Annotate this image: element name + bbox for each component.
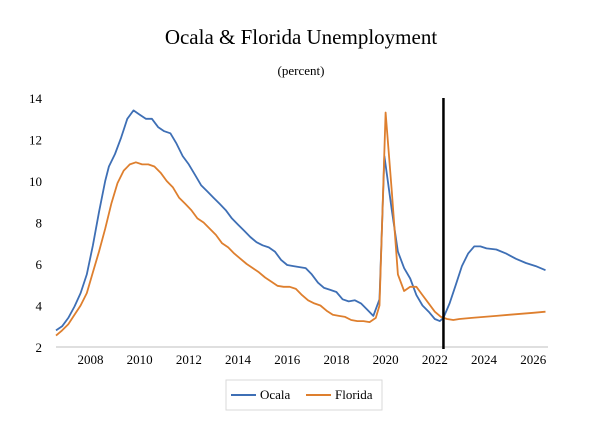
legend-label-ocala: Ocala bbox=[260, 387, 291, 402]
chart-subtitle: (percent) bbox=[278, 63, 325, 78]
chart-title: Ocala & Florida Unemployment bbox=[165, 25, 438, 49]
y-tick-label: 10 bbox=[29, 174, 42, 189]
series-line-florida bbox=[55, 111, 546, 337]
x-tick-label: 2016 bbox=[274, 352, 301, 367]
legend-label-florida: Florida bbox=[335, 387, 373, 402]
y-tick-label: 6 bbox=[36, 257, 43, 272]
y-tick-label: 14 bbox=[29, 91, 43, 106]
series-line-ocala bbox=[55, 109, 546, 332]
x-tick-label: 2010 bbox=[127, 352, 153, 367]
x-tick-label: 2008 bbox=[77, 352, 103, 367]
x-tick-label: 2026 bbox=[520, 352, 547, 367]
x-axis-ticks: 2008 2010 2012 2014 2016 2018 2020 2022 2024 2026 bbox=[77, 352, 546, 367]
y-tick-label: 4 bbox=[36, 299, 43, 314]
y-tick-label: 8 bbox=[36, 216, 43, 231]
series-layer bbox=[55, 109, 546, 337]
x-tick-label: 2018 bbox=[323, 352, 349, 367]
y-tick-label: 12 bbox=[29, 133, 42, 148]
x-tick-label: 2022 bbox=[422, 352, 448, 367]
y-tick-label: 2 bbox=[36, 340, 43, 355]
x-tick-label: 2012 bbox=[176, 352, 202, 367]
legend: Ocala Florida bbox=[225, 379, 383, 411]
x-tick-label: 2024 bbox=[471, 352, 498, 367]
y-axis-ticks: 2 4 6 8 10 12 14 bbox=[29, 91, 43, 355]
x-tick-label: 2020 bbox=[373, 352, 399, 367]
x-tick-label: 2014 bbox=[225, 352, 252, 367]
